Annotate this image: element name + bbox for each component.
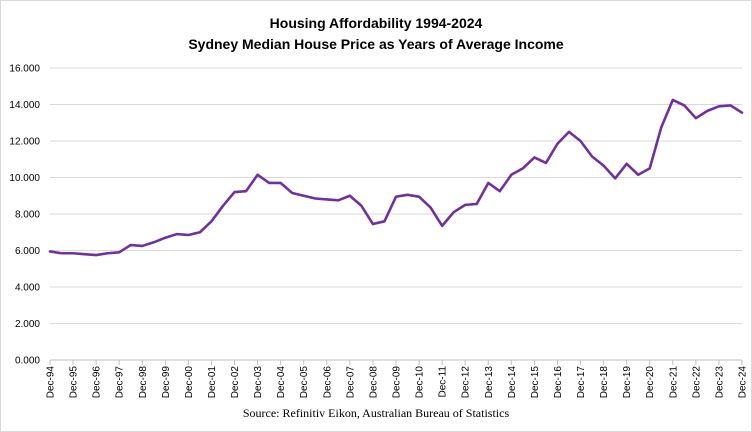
- y-tick-label: 16.000: [9, 64, 40, 75]
- x-tick-label: Dec-20: [645, 366, 656, 399]
- y-tick-label: 12.000: [9, 137, 40, 148]
- y-tick-label: 0.000: [15, 356, 40, 367]
- x-tick-label: Dec-07: [345, 366, 356, 399]
- x-tick-label: Dec-15: [530, 366, 541, 399]
- x-tick-label: Dec-11: [438, 366, 449, 398]
- x-tick-label: Dec-12: [461, 366, 472, 399]
- y-tick-label: 10.000: [9, 173, 40, 184]
- x-tick-label: Dec-18: [599, 366, 610, 399]
- x-tick-label: Dec-01: [207, 366, 218, 399]
- x-tick-label: Dec-05: [299, 366, 310, 399]
- chart-title: Housing Affordability 1994-2024: [269, 15, 483, 31]
- x-tick-label: Dec-14: [507, 366, 518, 399]
- x-tick-label: Dec-06: [322, 366, 333, 399]
- x-tick-label: Dec-08: [368, 366, 379, 399]
- y-tick-label: 4.000: [15, 283, 40, 294]
- y-tick-label: 14.000: [9, 100, 40, 111]
- x-tick-label: Dec-98: [138, 366, 149, 399]
- x-tick-label: Dec-09: [392, 366, 403, 399]
- x-tick-label: Dec-19: [622, 366, 633, 399]
- x-tick-label: Dec-94: [46, 366, 57, 399]
- x-tick-label: Dec-04: [276, 366, 287, 399]
- x-tick-label: Dec-23: [714, 366, 725, 399]
- x-tick-label: Dec-99: [161, 366, 172, 399]
- x-tick-label: Dec-95: [69, 366, 80, 399]
- x-tick-label: Dec-24: [738, 366, 749, 399]
- y-tick-label: 6.000: [15, 246, 40, 257]
- x-tick-label: Dec-22: [691, 366, 702, 399]
- x-tick-label: Dec-10: [415, 366, 426, 399]
- y-tick-label: 2.000: [15, 319, 40, 330]
- x-tick-label: Dec-16: [553, 366, 564, 399]
- series-line: [48, 98, 744, 257]
- x-tick-label: Dec-21: [668, 366, 679, 399]
- x-tick-label: Dec-13: [484, 366, 495, 399]
- chart-subtitle: Sydney Median House Price as Years of Av…: [188, 36, 564, 52]
- chart-source: Source: Refinitiv Eikon, Australian Bure…: [242, 406, 510, 420]
- x-tick-label: Dec-97: [115, 366, 126, 399]
- x-tick-label: Dec-17: [576, 366, 587, 399]
- x-tick-label: Dec-02: [230, 366, 241, 399]
- x-tick-label: Dec-96: [92, 366, 103, 399]
- x-tick-label: Dec-00: [184, 366, 195, 399]
- x-tick-label: Dec-03: [253, 366, 264, 399]
- y-tick-label: 8.000: [15, 210, 40, 221]
